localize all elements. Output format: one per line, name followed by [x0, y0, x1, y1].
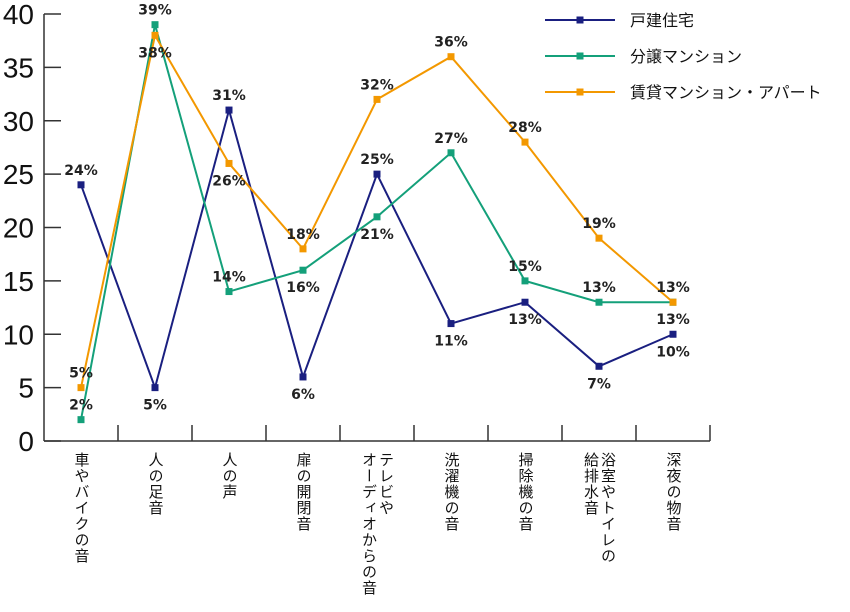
data-point — [669, 330, 677, 338]
legend-marker — [576, 88, 584, 96]
y-tick-label: 10 — [3, 319, 34, 350]
data-label: 39% — [138, 3, 172, 19]
y-tick-label: 30 — [3, 106, 34, 137]
data-label: 21% — [360, 227, 394, 243]
data-label: 36% — [434, 35, 468, 51]
data-label: 16% — [286, 280, 320, 296]
data-label: 24% — [64, 163, 98, 179]
data-label: 2% — [69, 398, 93, 414]
data-point — [151, 384, 159, 392]
data-label: 28% — [508, 120, 542, 136]
data-point — [447, 53, 455, 61]
data-label: 5% — [69, 366, 93, 382]
x-category-label: 人の声 — [220, 452, 239, 500]
legend-marker — [576, 52, 584, 60]
data-label: 10% — [656, 344, 690, 360]
data-label: 14% — [212, 270, 246, 286]
y-tick-label: 35 — [3, 52, 34, 83]
data-point — [595, 362, 603, 370]
y-tick-label: 25 — [3, 159, 34, 190]
data-point — [77, 181, 85, 189]
data-label: 27% — [434, 131, 468, 147]
data-point — [447, 149, 455, 157]
data-label: 18% — [286, 227, 320, 243]
data-label: 13% — [656, 280, 690, 296]
data-label: 32% — [360, 77, 394, 93]
x-category-label: 浴室やトイレの 給排水音 — [582, 452, 617, 564]
x-category-label: 車やバイクの音 — [72, 452, 91, 564]
data-label: 6% — [291, 387, 315, 403]
legend-label: 賃貸マンション・アパート — [630, 83, 822, 102]
legend-label: 分譲マンション — [630, 47, 742, 66]
data-point — [373, 170, 381, 178]
data-point — [373, 95, 381, 103]
x-category-label: 洗濯機の音 — [442, 452, 461, 532]
y-tick-label: 5 — [18, 373, 34, 404]
data-label: 31% — [212, 88, 246, 104]
data-point — [669, 298, 677, 306]
data-point — [225, 159, 233, 167]
data-point — [521, 277, 529, 285]
x-category-label: 掃除機の音 — [516, 452, 535, 532]
x-category-label: テレビや オーディオからの音 — [360, 452, 395, 596]
data-point — [151, 21, 159, 29]
data-label: 19% — [582, 216, 616, 232]
y-tick-label: 20 — [3, 213, 34, 244]
data-point — [595, 298, 603, 306]
x-category-label: 深夜の物音 — [664, 452, 683, 532]
data-label: 26% — [212, 173, 246, 189]
data-point — [299, 245, 307, 253]
data-point — [521, 138, 529, 146]
legend-label: 戸建住宅 — [630, 11, 694, 30]
data-label: 38% — [138, 45, 172, 61]
data-label: 13% — [582, 280, 616, 296]
x-category-label: 人の足音 — [146, 452, 165, 516]
data-label: 13% — [656, 312, 690, 328]
data-point — [299, 373, 307, 381]
data-label: 25% — [360, 152, 394, 168]
data-label: 15% — [508, 259, 542, 275]
y-tick-label: 40 — [3, 0, 34, 30]
data-point — [299, 266, 307, 274]
data-point — [521, 298, 529, 306]
data-point — [373, 213, 381, 221]
data-point — [225, 288, 233, 296]
data-label: 13% — [508, 312, 542, 328]
data-point — [225, 106, 233, 114]
x-category-label: 扉の開閉音 — [294, 452, 313, 532]
data-point — [595, 234, 603, 242]
y-tick-label: 15 — [3, 266, 34, 297]
data-point — [447, 320, 455, 328]
data-point — [151, 31, 159, 39]
data-point — [77, 384, 85, 392]
legend-marker — [576, 16, 584, 24]
data-point — [77, 416, 85, 424]
data-label: 7% — [587, 376, 611, 392]
data-label: 11% — [434, 334, 468, 350]
y-tick-label: 0 — [18, 426, 34, 457]
data-label: 5% — [143, 398, 167, 414]
